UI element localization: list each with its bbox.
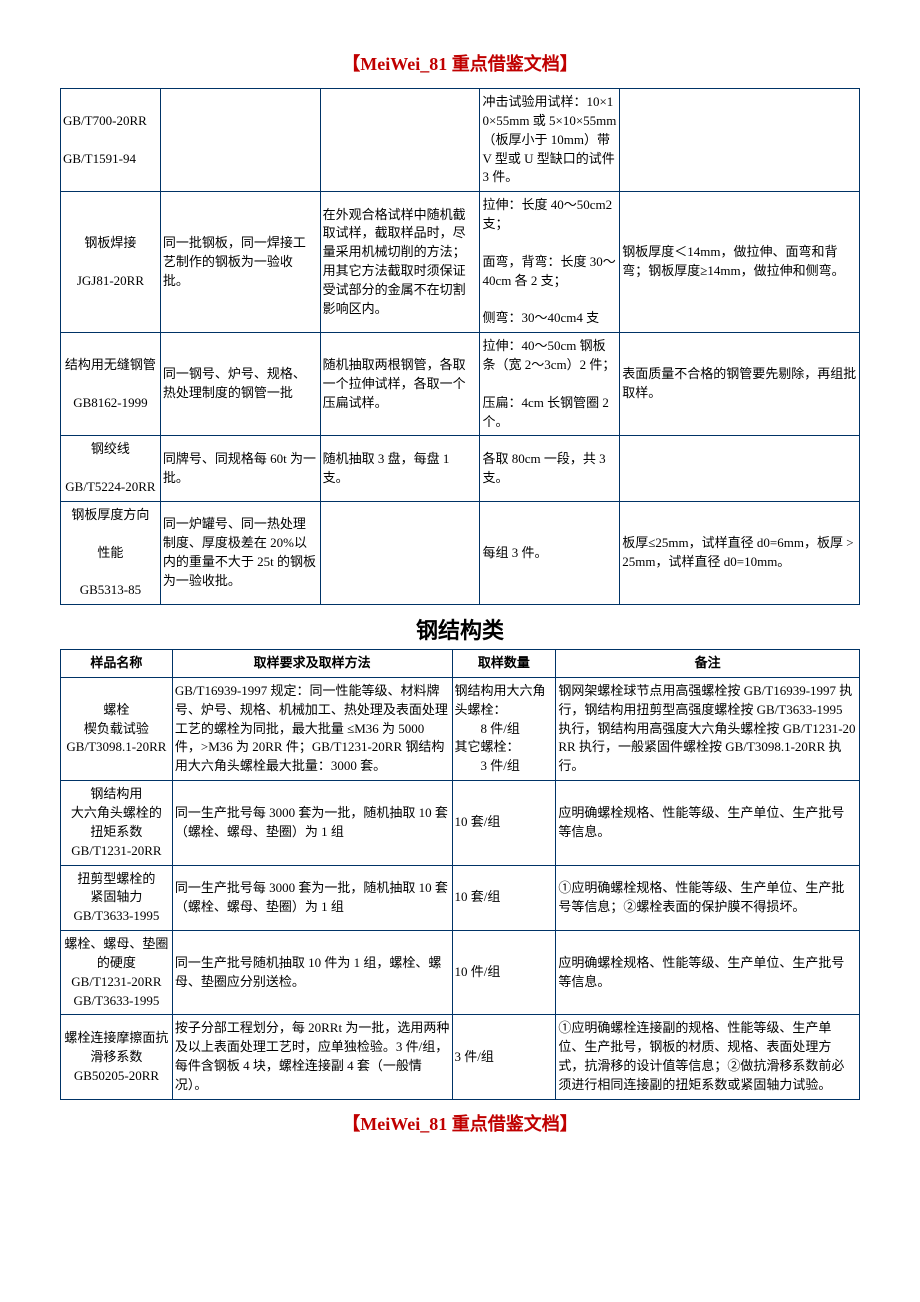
cell-remark: 钢网架螺栓球节点用高强螺栓按 GB/T16939-1997 执行，钢结构用扭剪型… [556,677,860,780]
col-requirement: 取样要求及取样方法 [172,650,452,678]
table-row: 螺栓楔负载试验GB/T3098.1-20RR GB/T16939-1997 规定… [61,677,860,780]
page-footer: 【MeiWei_81 重点借鉴文档】 [60,1110,860,1136]
cell-sample-name: 钢板焊接JGJ81-20RR [61,192,161,333]
cell-remark: ①应明确螺栓连接副的规格、性能等级、生产单位、生产批号，钢板的材质、规格、表面处… [556,1015,860,1099]
cell-remark [620,436,860,502]
cell-sample-name: 螺栓楔负载试验GB/T3098.1-20RR [61,677,173,780]
cell-requirement: 同一批钢板，同一焊接工艺制作的钢板为一验收批。 [160,192,320,333]
cell-requirement [160,89,320,192]
cell-quantity: 10 件/组 [452,931,556,1015]
cell-quantity: 拉伸：长度 40～50cm2 支；面弯，背弯：长度 30～40cm 各 2 支；… [480,192,620,333]
cell-method: 随机抽取 3 盘，每盘 1 支。 [320,436,480,502]
cell-sample-name: 结构用无缝钢管GB8162-1999 [61,333,161,436]
cell-quantity: 每组 3 件。 [480,501,620,604]
cell-requirement: 同一生产批号随机抽取 10 件为 1 组，螺栓、螺母、垫圈应分别送检。 [172,931,452,1015]
col-remark: 备注 [556,650,860,678]
table-row: GB/T700-20RRGB/T1591-94 冲击试验用试样：10×10×55… [61,89,860,192]
cell-quantity: 钢结构用大六角头螺栓： 8 件/组其它螺栓： 3 件/组 [452,677,556,780]
table-row: 扭剪型螺栓的紧固轴力GB/T3633-1995 同一生产批号每 3000 套为一… [61,865,860,931]
cell-remark: 表面质量不合格的钢管要先剔除，再组批取样。 [620,333,860,436]
page-header: 【MeiWei_81 重点借鉴文档】 [60,50,860,76]
cell-quantity: 拉伸：40～50cm 钢板条（宽 2～3cm）2 件；压扁：4cm 长钢管圈 2… [480,333,620,436]
table-header-row: 样品名称 取样要求及取样方法 取样数量 备注 [61,650,860,678]
cell-requirement: 同一钢号、炉号、规格、热处理制度的钢管一批 [160,333,320,436]
cell-method: 在外观合格试样中随机截取试样，截取样品时，尽量采用机械切削的方法；用其它方法截取… [320,192,480,333]
cell-sample-name: GB/T700-20RRGB/T1591-94 [61,89,161,192]
table-row: 钢板厚度方向性能GB5313-85 同一炉罐号、同一热处理制度、厚度极差在 20… [61,501,860,604]
cell-requirement: 按子分部工程划分，每 20RRt 为一批，选用两种及以上表面处理工艺时，应单独检… [172,1015,452,1099]
cell-remark [620,89,860,192]
cell-remark: ①应明确螺栓规格、性能等级、生产单位、生产批号等信息；②螺栓表面的保护膜不得损坏… [556,865,860,931]
cell-sample-name: 钢结构用大六角头螺栓的扭矩系数GB/T1231-20RR [61,781,173,865]
cell-quantity: 3 件/组 [452,1015,556,1099]
cell-quantity: 10 套/组 [452,865,556,931]
table-row: 钢板焊接JGJ81-20RR 同一批钢板，同一焊接工艺制作的钢板为一验收批。 在… [61,192,860,333]
cell-sample-name: 螺栓、螺母、垫圈的硬度GB/T1231-20RRGB/T3633-1995 [61,931,173,1015]
table-row: 钢结构用大六角头螺栓的扭矩系数GB/T1231-20RR 同一生产批号每 300… [61,781,860,865]
cell-quantity: 各取 80cm 一段，共 3 支。 [480,436,620,502]
cell-remark: 应明确螺栓规格、性能等级、生产单位、生产批号等信息。 [556,781,860,865]
cell-requirement: 同一生产批号每 3000 套为一批，随机抽取 10 套（螺栓、螺母、垫圈）为 1… [172,865,452,931]
steel-structure-table: 样品名称 取样要求及取样方法 取样数量 备注 螺栓楔负载试验GB/T3098.1… [60,649,860,1100]
cell-quantity: 冲击试验用试样：10×10×55mm 或 5×10×55mm（板厚小于 10mm… [480,89,620,192]
material-sampling-table: GB/T700-20RRGB/T1591-94 冲击试验用试样：10×10×55… [60,88,860,605]
cell-remark: 应明确螺栓规格、性能等级、生产单位、生产批号等信息。 [556,931,860,1015]
cell-requirement: GB/T16939-1997 规定：同一性能等级、材料牌号、炉号、规格、机械加工… [172,677,452,780]
section-title-steel-structure: 钢结构类 [60,613,860,645]
cell-sample-name: 扭剪型螺栓的紧固轴力GB/T3633-1995 [61,865,173,931]
cell-sample-name: 钢板厚度方向性能GB5313-85 [61,501,161,604]
cell-requirement: 同牌号、同规格每 60t 为一批。 [160,436,320,502]
cell-method [320,501,480,604]
col-sample-name: 样品名称 [61,650,173,678]
cell-method [320,89,480,192]
table-row: 钢绞线GB/T5224-20RR 同牌号、同规格每 60t 为一批。 随机抽取 … [61,436,860,502]
table-row: 螺栓、螺母、垫圈的硬度GB/T1231-20RRGB/T3633-1995 同一… [61,931,860,1015]
cell-requirement: 同一炉罐号、同一热处理制度、厚度极差在 20%以内的重量不大于 25t 的钢板为… [160,501,320,604]
cell-requirement: 同一生产批号每 3000 套为一批，随机抽取 10 套（螺栓、螺母、垫圈）为 1… [172,781,452,865]
cell-sample-name: 钢绞线GB/T5224-20RR [61,436,161,502]
cell-method: 随机抽取两根钢管，各取一个拉伸试样，各取一个压扁试样。 [320,333,480,436]
cell-sample-name: 螺栓连接摩擦面抗滑移系数GB50205-20RR [61,1015,173,1099]
col-quantity: 取样数量 [452,650,556,678]
cell-remark: 钢板厚度＜14mm，做拉伸、面弯和背弯；钢板厚度≥14mm，做拉伸和侧弯。 [620,192,860,333]
cell-remark: 板厚≤25mm，试样直径 d0=6mm，板厚 >25mm，试样直径 d0=10m… [620,501,860,604]
table-row: 结构用无缝钢管GB8162-1999 同一钢号、炉号、规格、热处理制度的钢管一批… [61,333,860,436]
cell-quantity: 10 套/组 [452,781,556,865]
table-row: 螺栓连接摩擦面抗滑移系数GB50205-20RR 按子分部工程划分，每 20RR… [61,1015,860,1099]
